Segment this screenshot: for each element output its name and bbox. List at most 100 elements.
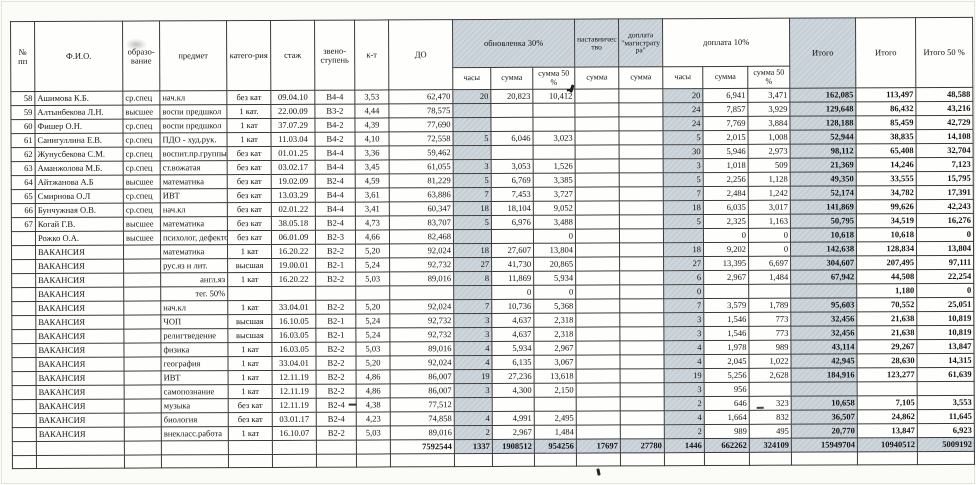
table-cell: 3,884 <box>747 116 791 131</box>
table-cell <box>271 286 316 301</box>
table-cell: без кат <box>227 188 272 203</box>
table-cell: без кат <box>227 216 272 231</box>
table-cell <box>124 384 162 400</box>
table-cell: 3,61 <box>355 187 390 203</box>
table-cell <box>11 343 36 358</box>
table-cell <box>619 186 664 201</box>
table-cell: 10,658 <box>791 395 858 411</box>
table-cell: 48,588 <box>915 87 973 102</box>
table-cell: ВАКАНСИЯ <box>35 315 124 330</box>
table-cell: 32,456 <box>790 325 857 341</box>
table-cell: 4 <box>454 411 493 426</box>
table-cell <box>123 328 161 344</box>
table-cell <box>620 382 665 397</box>
table-cell: ВАКАНСИЯ <box>35 273 124 288</box>
table-cell <box>389 285 454 300</box>
table-cell: В2-4 <box>315 216 356 231</box>
table-cell: 3,41 <box>355 201 390 217</box>
table-cell: 33,555 <box>856 171 917 186</box>
table-cell: 2,015 <box>703 130 749 145</box>
table-cell: 162,085 <box>789 87 856 103</box>
table-cell: 1 кат <box>227 300 272 315</box>
table-cell: 662262 <box>704 438 750 453</box>
table-cell: 2,318 <box>533 313 576 328</box>
table-cell <box>575 200 620 216</box>
table-cell: 3,579 <box>703 298 749 313</box>
table-cell <box>619 298 664 313</box>
table-cell: 86,007 <box>390 369 455 384</box>
table-cell: 65,408 <box>856 143 917 158</box>
table-cell: 19 <box>664 368 705 383</box>
table-cell <box>124 440 162 456</box>
table-cell: В4-4 <box>314 90 355 105</box>
table-cell: биология <box>161 412 229 427</box>
table-cell: ВАКАНСИЯ <box>35 357 125 372</box>
table-cell: 16.03.05 <box>271 328 316 343</box>
table-cell: 28,630 <box>857 353 918 368</box>
table-cell: 773 <box>748 312 791 327</box>
table-cell: 1,789 <box>748 298 791 313</box>
table-cell: 3,385 <box>533 173 576 188</box>
table-cell: 3 <box>664 382 705 397</box>
table-cell <box>576 382 621 398</box>
table-cell <box>123 258 161 274</box>
col-header-nastavnichestvo: наставничес тво <box>574 18 619 68</box>
table-cell: 11,869 <box>491 271 534 286</box>
table-cell: 324109 <box>749 438 792 453</box>
table-cell: 2,628 <box>749 368 792 383</box>
table-cell: ср.спец <box>123 202 161 218</box>
table-cell <box>576 452 621 467</box>
table-cell: 7,453 <box>491 187 534 202</box>
col-header-itogo-2: Итого <box>855 17 916 88</box>
table-cell: 1 кат <box>226 118 272 133</box>
col-header-subject: предмет <box>159 20 227 91</box>
col-header-grade: звено- ступень <box>314 20 355 91</box>
table-cell: 66 <box>11 203 36 218</box>
table-cell: 6,769 <box>491 173 534 188</box>
table-cell: 1,163 <box>748 214 791 229</box>
table-cell: 59,462 <box>389 145 454 160</box>
table-cell: 1 кат <box>227 342 272 357</box>
table-cell: 1,526 <box>533 159 576 174</box>
table-cell: 60 <box>10 119 36 134</box>
table-cell: ВАКАНСИЯ <box>35 329 124 344</box>
table-cell <box>11 245 36 260</box>
table-cell <box>619 214 664 229</box>
table-cell: 1,128 <box>748 172 791 187</box>
table-cell: 61,639 <box>917 367 975 382</box>
col-header-num: № пп <box>10 21 35 92</box>
table-cell: 11,645 <box>917 409 975 424</box>
table-cell: 20,865 <box>533 257 576 272</box>
table-cell <box>454 453 493 467</box>
table-cell <box>12 399 37 414</box>
table-cell <box>619 242 664 257</box>
table-cell <box>619 172 664 187</box>
table-cell: без кат <box>227 230 272 245</box>
table-cell: 4,38 <box>356 397 391 413</box>
table-cell: 29,267 <box>856 339 918 354</box>
table-cell: 5 <box>663 172 704 187</box>
table-cell <box>704 452 750 466</box>
table-cell <box>575 340 621 356</box>
subheader-nastavnichestvo-summa: сумма <box>574 66 619 90</box>
table-cell: 18,104 <box>491 201 534 216</box>
table-cell <box>790 283 857 299</box>
table-cell: без кат <box>227 146 272 161</box>
table-cell: 19 <box>454 369 493 384</box>
table-cell <box>620 354 665 369</box>
table-cell: 4,86 <box>356 369 391 385</box>
table-cell: 89,016 <box>390 425 455 440</box>
table-cell <box>618 88 663 103</box>
table-cell: В2-2 <box>315 244 356 259</box>
table-cell: 65 <box>11 189 36 204</box>
table-cell: 13,804 <box>533 243 576 258</box>
table-cell: 7 <box>453 299 492 314</box>
col-header-category: катего-рия <box>226 20 271 91</box>
table-cell: воспи предшкол <box>159 104 227 119</box>
table-cell: 13,847 <box>916 339 975 354</box>
table-cell: 128,188 <box>789 115 857 131</box>
table-cell: 12.11.19 <box>272 370 317 385</box>
table-cell: 89,016 <box>389 271 454 286</box>
col-header-fio: Ф.И.О. <box>34 21 123 92</box>
table-cell: ПДО - худ.рук. <box>160 132 228 147</box>
